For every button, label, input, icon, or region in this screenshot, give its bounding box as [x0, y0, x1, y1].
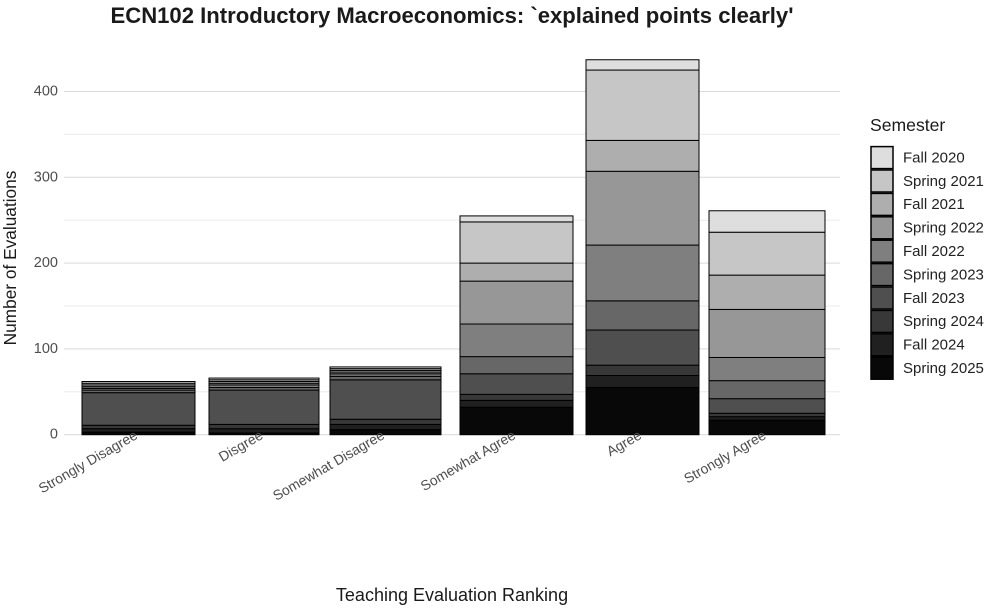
svg-text:Spring 2021: Spring 2021 [903, 173, 984, 190]
svg-text:400: 400 [34, 84, 58, 100]
svg-text:300: 300 [34, 169, 58, 185]
svg-text:Fall 2021: Fall 2021 [903, 196, 965, 213]
svg-text:Number of Evaluations: Number of Evaluations [0, 170, 20, 345]
svg-text:Spring 2024: Spring 2024 [903, 313, 984, 330]
svg-text:0: 0 [50, 427, 58, 443]
svg-text:Spring 2025: Spring 2025 [903, 360, 984, 377]
svg-text:Spring 2023: Spring 2023 [903, 266, 984, 283]
svg-text:100: 100 [34, 341, 58, 357]
svg-text:Teaching Evaluation Ranking: Teaching Evaluation Ranking [336, 585, 568, 605]
svg-text:Fall 2022: Fall 2022 [903, 243, 965, 260]
svg-text:Fall 2020: Fall 2020 [903, 149, 965, 166]
svg-text:Fall 2024: Fall 2024 [903, 337, 965, 354]
svg-text:200: 200 [34, 255, 58, 271]
svg-text:Spring 2022: Spring 2022 [903, 220, 984, 237]
svg-text:ECN102 Introductory Macroecono: ECN102 Introductory Macroeconomics: `exp… [111, 3, 794, 28]
svg-text:Semester: Semester [870, 115, 945, 135]
svg-text:Fall 2023: Fall 2023 [903, 290, 965, 307]
